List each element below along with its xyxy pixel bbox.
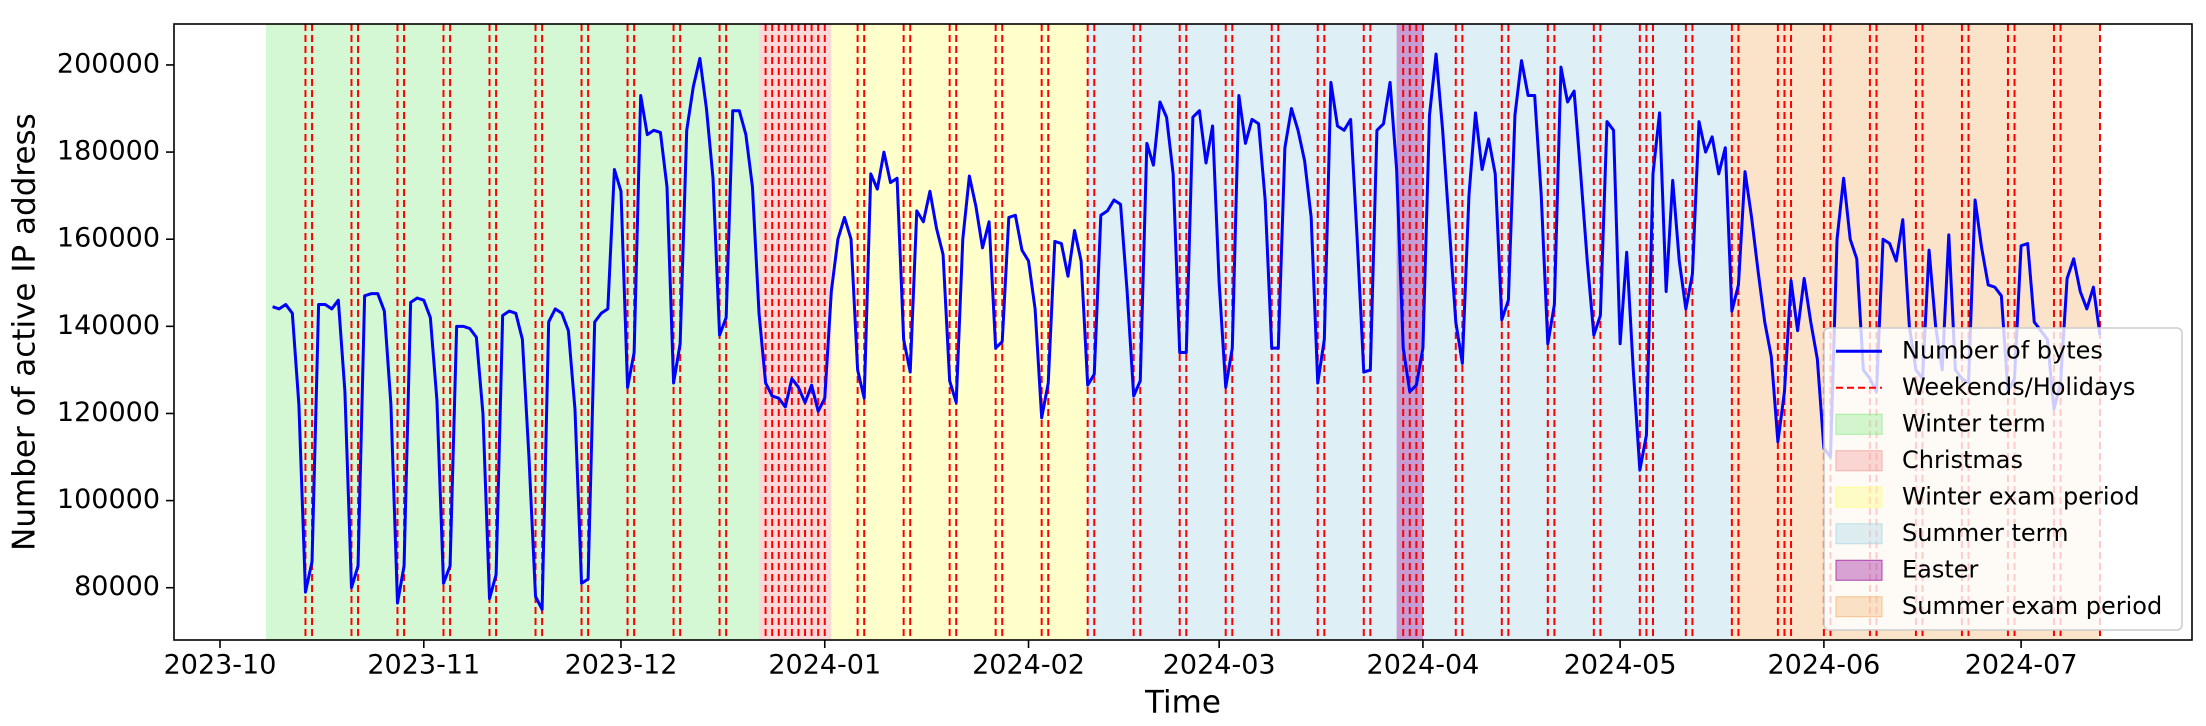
y-tick-label: 200000 [57, 48, 160, 79]
x-tick-label: 2024-03 [1163, 650, 1276, 681]
x-tick-label: 2024-04 [1367, 650, 1480, 681]
data-line [272, 52, 2102, 611]
y-tick-label: 140000 [57, 310, 160, 341]
x-tick-label: 2024-02 [972, 650, 1085, 681]
legend-label: Summer exam period [1902, 592, 2162, 620]
legend-patch [1835, 413, 1883, 435]
legend-patch [1835, 523, 1883, 545]
legend-label: Summer term [1902, 519, 2068, 547]
legend-box [1823, 327, 2183, 631]
plot-frame [173, 23, 2193, 641]
y-tick-label: 160000 [57, 223, 160, 254]
x-tick-label: 2023-10 [164, 650, 277, 681]
y-tick-label: 120000 [57, 397, 160, 428]
y-axis-label: Number of active IP address [7, 113, 43, 551]
legend-patch [1835, 596, 1883, 618]
legend-label: Weekends/Holidays [1902, 373, 2135, 401]
x-tick-label: 2024-05 [1564, 650, 1677, 681]
period-span [266, 24, 760, 640]
legend-patch [1835, 450, 1883, 472]
x-tick-label: 2024-07 [1965, 650, 2078, 681]
legend-label: Number of bytes [1902, 336, 2103, 364]
x-tick-label: 2023-11 [367, 650, 480, 681]
x-tick-label: 2024-01 [768, 650, 881, 681]
y-tick-label: 100000 [57, 484, 160, 515]
period-span [759, 24, 832, 640]
x-tick-label: 2023-12 [565, 650, 678, 681]
legend-label: Christmas [1902, 446, 2023, 474]
x-axis-label: Time [1144, 685, 1221, 721]
y-tick-label: 180000 [57, 136, 160, 167]
legend-patch [1835, 486, 1883, 508]
legend-label: Winter term [1902, 409, 2046, 437]
x-tick-label: 2024-06 [1767, 650, 1880, 681]
legend-label: Winter exam period [1902, 482, 2139, 510]
legend-label: Easter [1902, 555, 1979, 583]
legend: Number of bytes Weekends/Holidays Winter t… [1823, 327, 2183, 631]
legend-patch [1835, 559, 1883, 581]
y-tick-label: 80000 [74, 571, 160, 602]
